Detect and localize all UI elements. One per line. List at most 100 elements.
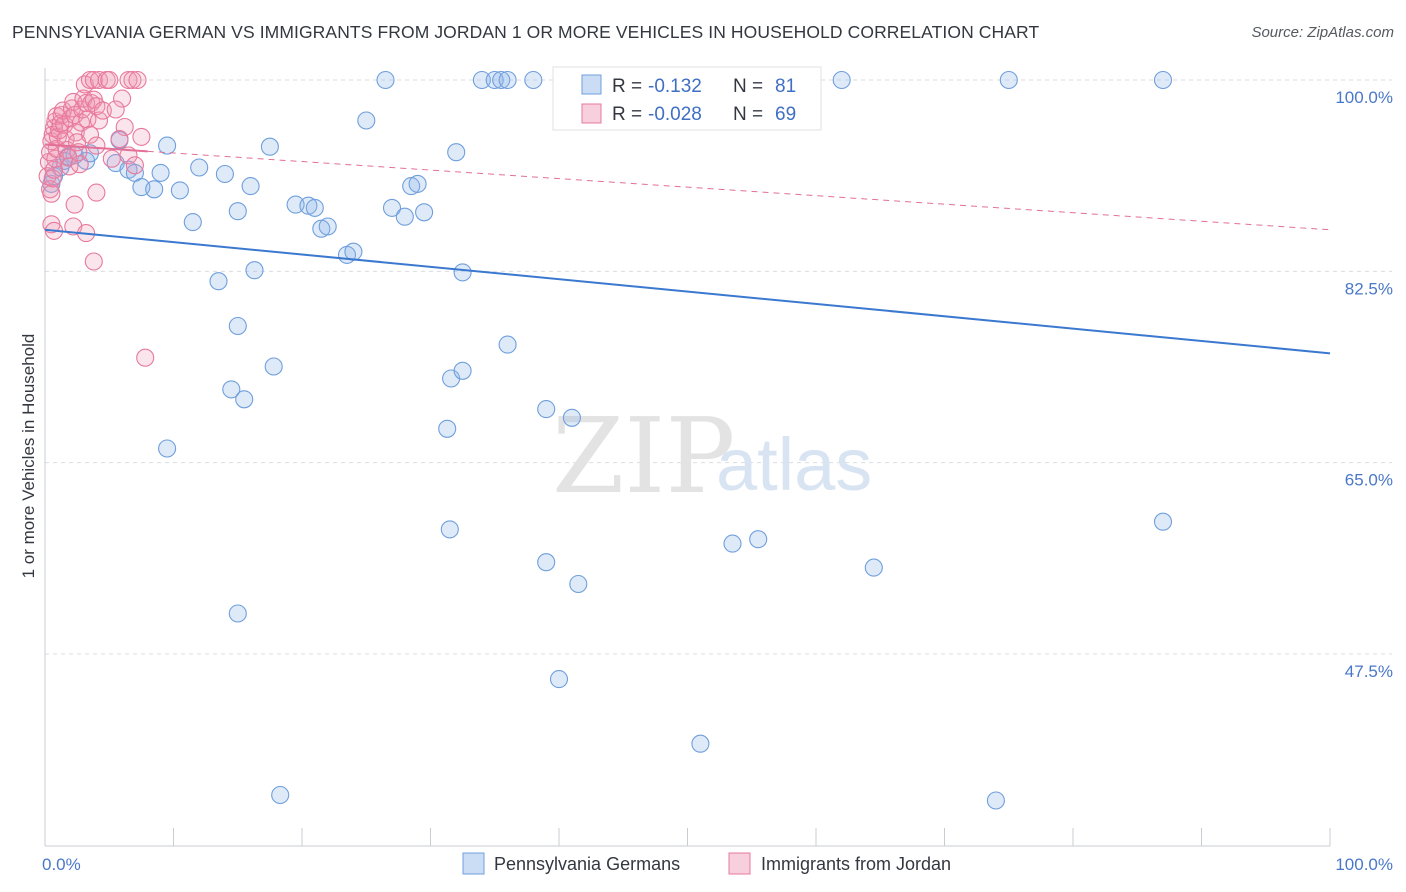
point-immigrants-from-jordan-45 xyxy=(84,70,103,90)
y-axis-title: 1 or more Vehicles in Household xyxy=(19,334,38,579)
y-tick-label-3: 47.5% xyxy=(1345,662,1393,681)
point-pennsylvania-germans-29 xyxy=(344,242,363,261)
point-immigrants-from-jordan-38 xyxy=(80,125,100,144)
point-pennsylvania-germans-36 xyxy=(415,203,434,222)
point-immigrants-from-jordan-28 xyxy=(66,123,85,142)
point-pennsylvania-germans-76 xyxy=(986,791,1005,810)
point-immigrants-from-jordan-46 xyxy=(89,70,109,90)
point-pennsylvania-germans-30 xyxy=(357,111,376,130)
point-immigrants-from-jordan-48 xyxy=(100,70,119,90)
point-pennsylvania-germans-66 xyxy=(537,553,556,572)
y-tick-labels: 100.0% 82.5% 65.0% 47.5% xyxy=(1335,88,1393,681)
point-immigrants-from-jordan-57 xyxy=(132,127,151,146)
point-pennsylvania-germans-69 xyxy=(749,530,768,549)
series-pennsylvania-germans xyxy=(42,70,1173,810)
stats-box: R = -0.132 N = 81 R = -0.028 N = 69 xyxy=(552,66,822,131)
legend-swatch-immigrants-from-jordan xyxy=(728,852,751,875)
point-pennsylvania-germans-65 xyxy=(440,520,459,539)
gridlines xyxy=(45,79,1392,655)
point-pennsylvania-germans-31 xyxy=(376,70,395,90)
point-pennsylvania-germans-43 xyxy=(524,70,543,90)
watermark: ZIP atlas xyxy=(552,395,872,517)
point-pennsylvania-germans-75 xyxy=(271,785,290,805)
point-pennsylvania-germans-60 xyxy=(498,335,517,354)
point-immigrants-from-jordan-67 xyxy=(87,183,106,202)
point-pennsylvania-germans-16 xyxy=(170,181,189,200)
point-pennsylvania-germans-19 xyxy=(215,164,234,184)
point-pennsylvania-germans-49 xyxy=(832,70,851,90)
point-immigrants-from-jordan-54 xyxy=(115,117,134,137)
point-pennsylvania-germans-57 xyxy=(264,357,283,376)
point-pennsylvania-germans-51 xyxy=(1153,70,1173,90)
point-pennsylvania-germans-17 xyxy=(183,213,202,232)
stats-n-value-pink: 69 xyxy=(775,104,796,125)
x-tick-label-1: 100.0% xyxy=(1335,855,1393,874)
point-pennsylvania-germans-27 xyxy=(318,217,337,236)
point-pennsylvania-germans-13 xyxy=(145,180,164,199)
point-pennsylvania-germans-22 xyxy=(260,137,279,156)
point-pennsylvania-germans-35 xyxy=(408,174,427,193)
point-pennsylvania-germans-54 xyxy=(228,316,247,336)
stats-n-value-blue: 81 xyxy=(775,76,796,97)
point-pennsylvania-germans-32 xyxy=(382,198,402,217)
watermark-zip: ZIP xyxy=(552,395,735,517)
point-immigrants-from-jordan-52 xyxy=(113,89,132,108)
point-pennsylvania-germans-74 xyxy=(691,734,710,753)
point-pennsylvania-germans-62 xyxy=(562,408,581,427)
point-pennsylvania-germans-50 xyxy=(999,70,1018,90)
trend-line-immigrants-from-jordan-solid xyxy=(44,143,148,153)
point-immigrants-from-jordan-9 xyxy=(42,184,61,203)
point-immigrants-from-jordan-66 xyxy=(65,195,84,214)
point-immigrants-from-jordan-51 xyxy=(128,70,147,90)
point-pennsylvania-germans-72 xyxy=(228,604,247,623)
point-pennsylvania-germans-63 xyxy=(438,419,457,438)
point-pennsylvania-germans-21 xyxy=(241,177,260,196)
y-tick-label-1: 82.5% xyxy=(1345,279,1393,298)
point-immigrants-from-jordan-65 xyxy=(84,252,103,271)
bottom-legend: Pennsylvania Germans Immigrants from Jor… xyxy=(462,852,951,875)
point-immigrants-from-jordan-68 xyxy=(136,348,155,367)
point-pennsylvania-germans-64 xyxy=(158,439,177,458)
point-immigrants-from-jordan-43 xyxy=(93,101,112,120)
stats-r-value-pink: -0.028 xyxy=(648,104,702,125)
watermark-atlas: atlas xyxy=(716,423,872,506)
point-immigrants-from-jordan-58 xyxy=(125,156,144,175)
point-pennsylvania-germans-15 xyxy=(158,136,177,155)
trend-line-pennsylvania-germans xyxy=(44,228,1331,355)
point-pennsylvania-germans-38 xyxy=(453,263,472,282)
stats-r-value-blue: -0.132 xyxy=(648,76,702,97)
legend-label-pennsylvania-germans: Pennsylvania Germans xyxy=(494,854,680,874)
axes xyxy=(44,68,1331,847)
point-pennsylvania-germans-73 xyxy=(549,670,569,689)
point-immigrants-from-jordan-42 xyxy=(89,111,109,130)
stats-swatch-blue xyxy=(581,74,602,95)
point-immigrants-from-jordan-50 xyxy=(123,70,142,90)
point-immigrants-from-jordan-59 xyxy=(102,149,121,168)
source-credit: Source: ZipAtlas.com xyxy=(1251,24,1394,41)
point-immigrants-from-jordan-53 xyxy=(106,100,125,119)
stats-n-label-pink: N = xyxy=(733,104,763,125)
stats-n-label-blue: N = xyxy=(733,76,763,97)
point-pennsylvania-germans-71 xyxy=(1153,512,1173,531)
point-pennsylvania-germans-42 xyxy=(498,70,517,90)
series-immigrants-from-jordan xyxy=(38,70,155,367)
legend-swatch-pennsylvania-germans xyxy=(462,852,485,875)
point-pennsylvania-germans-52 xyxy=(209,272,228,291)
chart-title: PENNSYLVANIA GERMAN VS IMMIGRANTS FROM J… xyxy=(12,22,1040,42)
x-tick-labels: 0.0% 100.0% xyxy=(42,855,1393,874)
point-pennsylvania-germans-18 xyxy=(190,158,209,177)
x-tick-label-0: 0.0% xyxy=(42,855,81,874)
point-pennsylvania-germans-70 xyxy=(864,558,883,577)
point-immigrants-from-jordan-60 xyxy=(87,136,106,155)
point-pennsylvania-germans-14 xyxy=(151,163,170,182)
stats-box-frame xyxy=(552,66,822,131)
y-tick-label-2: 65.0% xyxy=(1345,471,1393,490)
point-pennsylvania-germans-41 xyxy=(492,70,511,90)
stats-r-label-pink: R = xyxy=(612,104,642,125)
point-pennsylvania-germans-55 xyxy=(222,380,241,399)
point-pennsylvania-germans-56 xyxy=(235,390,254,409)
point-pennsylvania-germans-53 xyxy=(245,261,264,280)
point-immigrants-from-jordan-55 xyxy=(110,129,129,149)
point-pennsylvania-germans-25 xyxy=(305,198,324,217)
